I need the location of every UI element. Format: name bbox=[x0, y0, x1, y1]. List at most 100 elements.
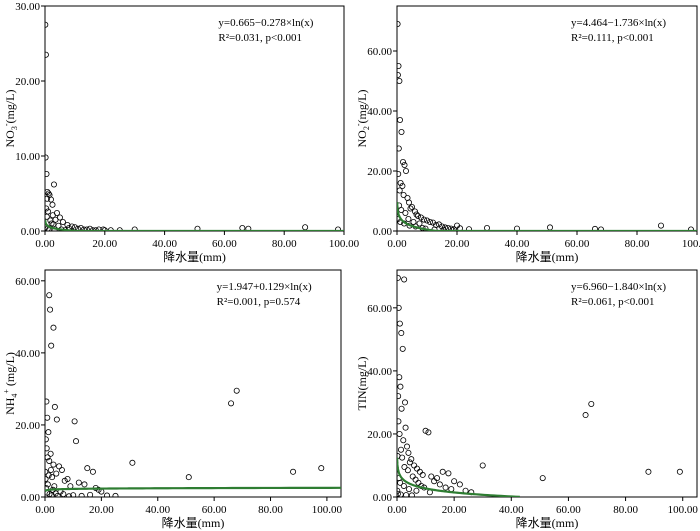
y-tick-label: 0.00 bbox=[373, 492, 393, 504]
points-group bbox=[45, 292, 341, 497]
data-point bbox=[401, 161, 408, 168]
data-point bbox=[53, 470, 60, 477]
data-point bbox=[425, 429, 432, 436]
data-point bbox=[397, 418, 402, 425]
data-point bbox=[403, 492, 410, 497]
data-point bbox=[397, 78, 403, 84]
data-point bbox=[419, 471, 426, 478]
x-axis-title: 降水量(mm) bbox=[162, 516, 225, 530]
data-point bbox=[45, 472, 52, 479]
data-point bbox=[433, 475, 440, 482]
data-point bbox=[290, 468, 297, 475]
data-point bbox=[401, 276, 408, 283]
data-point bbox=[400, 191, 407, 198]
data-point bbox=[45, 51, 49, 58]
data-point bbox=[408, 456, 415, 463]
data-point bbox=[45, 154, 49, 161]
data-point bbox=[397, 145, 402, 152]
y-tick-label: 10.00 bbox=[15, 151, 40, 163]
data-point bbox=[47, 217, 54, 224]
data-point bbox=[400, 437, 407, 444]
data-point bbox=[415, 479, 422, 486]
data-point bbox=[131, 226, 138, 231]
data-point bbox=[440, 226, 447, 231]
data-point bbox=[95, 226, 102, 231]
data-point bbox=[466, 226, 472, 231]
data-point bbox=[411, 462, 418, 469]
x-tick-label: 60.00 bbox=[202, 504, 227, 516]
data-point bbox=[412, 476, 419, 483]
data-point bbox=[45, 190, 52, 197]
data-point bbox=[78, 492, 85, 497]
regression-equation: y=0.665−0.278×ln(x) bbox=[218, 17, 313, 29]
regression-equation: y=6.960−1.840×ln(x) bbox=[571, 281, 666, 293]
data-point bbox=[45, 445, 50, 452]
data-point bbox=[45, 195, 51, 202]
data-point bbox=[416, 468, 423, 475]
data-point bbox=[58, 466, 65, 473]
data-point bbox=[228, 400, 235, 407]
data-point bbox=[405, 486, 412, 493]
data-point bbox=[439, 468, 446, 475]
x-tick-label: 0.00 bbox=[35, 238, 55, 250]
regression-stats: R²=0.001, p=0.574 bbox=[217, 296, 301, 308]
data-point bbox=[48, 492, 55, 497]
data-point bbox=[47, 450, 54, 457]
data-point bbox=[405, 449, 412, 456]
y-axis-title: NO3-(mg/L) bbox=[2, 89, 19, 147]
chart-panel-4: 0.00 20.00 40.00 60.00 80.00 100.00 0.00 20.00 4… bbox=[355, 269, 698, 530]
data-point bbox=[233, 387, 240, 394]
data-point bbox=[420, 216, 427, 223]
data-point bbox=[397, 383, 404, 390]
data-point bbox=[398, 128, 405, 135]
data-point bbox=[416, 220, 423, 227]
data-point bbox=[404, 467, 411, 474]
plot-frame bbox=[396, 269, 698, 498]
points-group bbox=[45, 21, 344, 231]
data-point bbox=[658, 222, 665, 229]
data-point bbox=[483, 224, 490, 231]
data-point bbox=[405, 199, 412, 206]
fit-curve bbox=[397, 201, 697, 231]
data-point bbox=[397, 21, 401, 27]
data-point bbox=[397, 304, 402, 311]
data-point bbox=[318, 465, 325, 472]
x-tick-label: 0.00 bbox=[387, 238, 407, 250]
data-point bbox=[413, 465, 420, 472]
data-point bbox=[185, 474, 192, 481]
data-point bbox=[411, 208, 418, 215]
data-point bbox=[402, 424, 409, 431]
data-point bbox=[451, 226, 457, 231]
data-point bbox=[431, 478, 438, 485]
data-point bbox=[50, 221, 57, 228]
data-point bbox=[73, 438, 80, 445]
data-point bbox=[428, 473, 435, 480]
plot-frame bbox=[44, 269, 342, 498]
data-point bbox=[403, 443, 410, 450]
data-point bbox=[402, 167, 409, 174]
x-tick-label: 20.00 bbox=[92, 238, 117, 250]
data-point bbox=[45, 205, 50, 212]
data-point bbox=[45, 213, 50, 220]
data-point bbox=[456, 481, 463, 488]
data-point bbox=[435, 221, 442, 228]
data-point bbox=[71, 418, 78, 425]
data-point bbox=[100, 226, 107, 231]
data-point bbox=[83, 226, 90, 231]
data-point bbox=[81, 481, 88, 488]
data-point bbox=[514, 225, 520, 231]
data-point bbox=[400, 482, 407, 489]
data-point bbox=[448, 225, 454, 231]
data-point bbox=[302, 224, 309, 231]
data-point bbox=[45, 454, 51, 461]
x-tick-label: 0.00 bbox=[35, 504, 55, 516]
data-point bbox=[413, 487, 420, 494]
data-point bbox=[399, 158, 406, 165]
data-point bbox=[49, 212, 56, 219]
data-point bbox=[239, 224, 246, 231]
data-point bbox=[86, 225, 93, 231]
x-tick-label: 100.00 bbox=[682, 238, 700, 250]
data-point bbox=[397, 72, 401, 78]
data-point bbox=[451, 478, 458, 485]
y-tick-label: 40.00 bbox=[367, 366, 392, 378]
